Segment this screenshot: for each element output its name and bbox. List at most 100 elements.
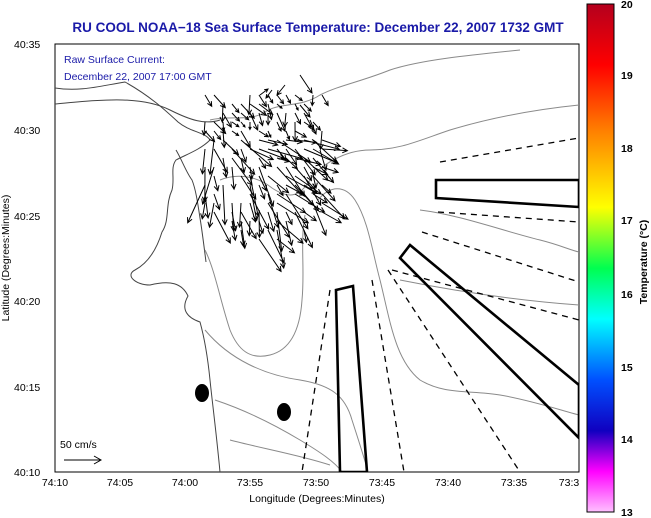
- current-vector-arrow: [258, 130, 270, 138]
- y-tick: 40:25: [14, 211, 40, 223]
- x-tick: 73:50: [303, 477, 329, 489]
- x-tick: 73:55: [237, 477, 263, 489]
- current-vector-arrow: [303, 157, 329, 182]
- current-vector-arrow: [276, 229, 286, 270]
- current-vector-arrow: [312, 202, 327, 237]
- current-vector-arrow: [294, 211, 313, 249]
- current-vector-arrow: [258, 220, 265, 235]
- bathymetry-contour: [219, 104, 579, 196]
- current-vector-arrow: [258, 238, 282, 273]
- current-vector-arrow: [321, 147, 349, 154]
- map-title: RU COOL NOAA−18 Sea Surface Temperature:…: [72, 20, 564, 35]
- map-frame: [54, 43, 580, 473]
- current-vector-arrow: [294, 103, 299, 111]
- colorbar-tick: 18: [621, 143, 633, 155]
- current-legend-line1: Raw Surface Current:: [64, 54, 165, 66]
- x-tick: 73:40: [435, 477, 461, 489]
- colorbar-tick: 19: [621, 70, 633, 82]
- current-vector-arrow: [222, 139, 240, 156]
- current-vector-arrow: [285, 94, 292, 105]
- current-vector-arrow: [213, 121, 227, 135]
- current-vector-arrow: [294, 130, 308, 138]
- current-vector-arrow: [213, 130, 222, 141]
- current-vector-arrow: [321, 211, 343, 224]
- current-vector-arrow: [319, 149, 328, 172]
- current-vector-arrow: [321, 139, 342, 148]
- current-vector-arrow: [240, 148, 247, 164]
- x-tick: 73:3: [559, 477, 580, 489]
- x-tick: 74:00: [172, 477, 198, 489]
- current-vector-arrow: [294, 193, 326, 213]
- current-vector-arrow: [285, 220, 294, 247]
- zone-south: [334, 284, 369, 472]
- dashed-line: [439, 137, 579, 163]
- current-vector-arrow: [239, 229, 246, 248]
- current-vector-arrow: [285, 193, 309, 230]
- current-vector-arrow: [204, 193, 211, 220]
- colorbar-tick: 20: [621, 0, 633, 11]
- current-vector-arrow: [221, 184, 228, 226]
- current-vector-arrow: [259, 88, 269, 96]
- current-vector-arrow: [201, 166, 215, 206]
- current-vector-arrow: [299, 104, 311, 118]
- current-vector-arrow: [240, 211, 257, 240]
- current-vector-arrow: [231, 103, 240, 114]
- current-vector-arrow: [249, 148, 275, 161]
- current-vector-arrow: [258, 139, 279, 147]
- current-vector-arrow: [258, 157, 267, 170]
- dashed-line: [437, 211, 579, 223]
- y-tick: 40:20: [14, 296, 40, 308]
- current-vector-arrow: [309, 119, 317, 136]
- y-tick: 40:10: [14, 467, 40, 479]
- current-vector-arrow: [276, 103, 283, 109]
- current-vector-arrow: [249, 193, 270, 230]
- current-vector-arrow: [303, 121, 313, 128]
- current-vector-arrow: [312, 121, 322, 131]
- current-vector-arrow: [294, 112, 302, 125]
- buoy-marker: [277, 403, 291, 421]
- x-axis: 74:10 74:05 74:00 73:55 73:50 73:45 73:4…: [42, 477, 580, 489]
- bathymetry-contour: [317, 188, 579, 416]
- current-vector-arrow: [258, 94, 267, 108]
- current-vector-arrow: [285, 148, 298, 166]
- colorbar-tick: 15: [621, 362, 633, 374]
- current-vector-arrow: [282, 112, 288, 128]
- dashed-line: [387, 269, 521, 472]
- map-content: [55, 49, 579, 472]
- current-vector-arrow: [265, 89, 273, 99]
- colorbar-label: Temperature (°C): [638, 220, 650, 305]
- current-vector-arrow: [231, 220, 238, 242]
- current-vector-arrow: [231, 130, 240, 137]
- current-vector-arrow: [213, 211, 231, 244]
- current-vector-arrow: [258, 112, 264, 127]
- current-vector-arrow: [204, 94, 213, 108]
- y-tick: 40:30: [14, 125, 40, 137]
- scale-label: 50 cm/s: [60, 439, 97, 451]
- current-vector-arrow: [258, 184, 266, 200]
- current-vector-arrow: [240, 112, 250, 121]
- current-vector-arrow: [276, 184, 284, 197]
- coastline: [55, 81, 221, 472]
- current-vector-arrow: [321, 184, 332, 194]
- colorbar: [586, 3, 615, 513]
- y-axis: 40:35 40:30 40:25 40:20 40:15 40:10: [14, 39, 40, 479]
- current-vector-arrow: [276, 202, 310, 224]
- current-vector-arrow: [294, 94, 304, 102]
- current-vector-arrow: [299, 74, 313, 94]
- current-vector-arrow: [199, 148, 206, 175]
- current-vector-arrow: [204, 130, 216, 143]
- current-vector-arrow: [219, 103, 226, 124]
- current-vector-arrow: [249, 202, 258, 223]
- current-vector-arrow: [303, 229, 309, 244]
- current-vector-arrow: [276, 220, 304, 244]
- current-vector-arrow: [310, 94, 315, 107]
- current-vector-arrow: [303, 166, 312, 182]
- colorbar-ticks: 20 19 18 17 16 15 14 13: [621, 0, 633, 518]
- current-vector-arrow: [303, 184, 319, 194]
- current-vector-arrow: [267, 175, 290, 194]
- current-vector-arrow: [240, 157, 246, 174]
- bathymetry-contour: [209, 49, 521, 121]
- current-vector-arrow: [267, 103, 274, 121]
- current-vector-arrows: [187, 74, 349, 273]
